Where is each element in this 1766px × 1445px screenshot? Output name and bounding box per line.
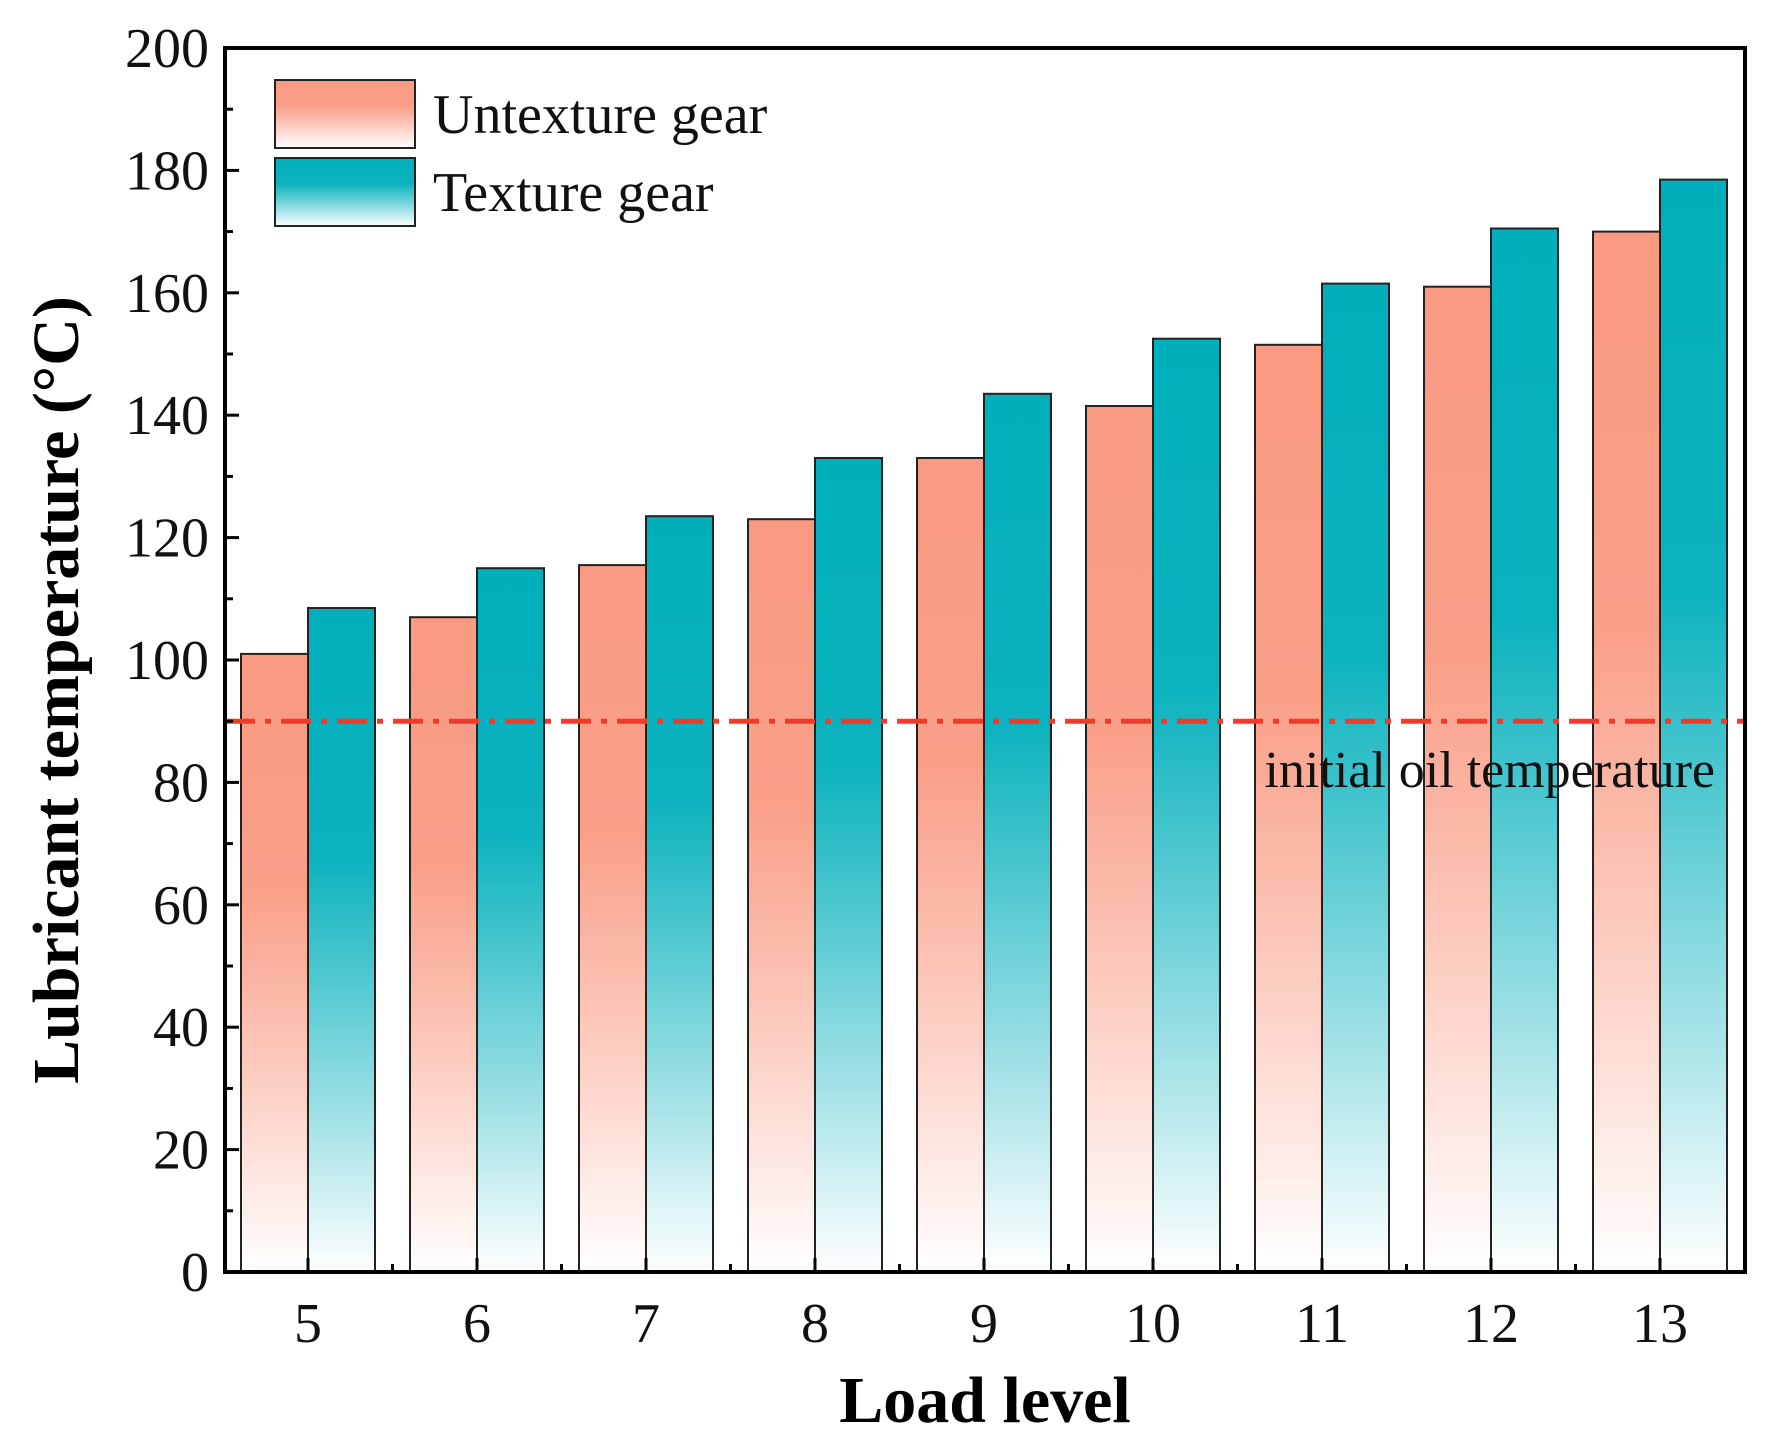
y-tick-label-120: 120 bbox=[125, 508, 209, 570]
bar-untexture-6 bbox=[409, 616, 478, 1273]
y-tick-label-140: 140 bbox=[125, 385, 209, 447]
bar-texture-8 bbox=[814, 457, 883, 1273]
bar-untexture-10 bbox=[1085, 405, 1154, 1273]
x-tick-label-8: 8 bbox=[801, 1293, 829, 1355]
bar-untexture-9 bbox=[916, 457, 985, 1273]
x-tick-label-10: 10 bbox=[1125, 1293, 1181, 1355]
x-tick-label-11: 11 bbox=[1295, 1293, 1349, 1355]
x-tick-label-5: 5 bbox=[294, 1293, 322, 1355]
x-tick-label-7: 7 bbox=[632, 1293, 660, 1355]
bar-untexture-13 bbox=[1592, 230, 1661, 1274]
x-tick-label-13: 13 bbox=[1632, 1293, 1688, 1355]
legend-swatch-untexture bbox=[274, 79, 416, 149]
bar-texture-11 bbox=[1321, 282, 1390, 1274]
bar-untexture-8 bbox=[747, 518, 816, 1273]
legend-label-untexture: Untexture gear bbox=[433, 84, 768, 146]
y-tick-label-80: 80 bbox=[153, 752, 209, 814]
legend: Untexture gear Texture gear bbox=[274, 79, 768, 227]
bars-layer bbox=[240, 178, 1728, 1274]
y-axis-title: Lubricant temperature (°C) bbox=[20, 296, 93, 1084]
bar-untexture-12 bbox=[1423, 285, 1492, 1273]
y-tick-label-40: 40 bbox=[153, 997, 209, 1059]
y-tick-label-180: 180 bbox=[125, 140, 209, 202]
legend-swatch-texture bbox=[274, 157, 416, 227]
x-tick-label-9: 9 bbox=[970, 1293, 998, 1355]
bar-texture-13 bbox=[1659, 178, 1728, 1274]
x-axis-title: Load level bbox=[839, 1364, 1131, 1437]
bar-texture-7 bbox=[645, 515, 714, 1273]
bar-untexture-5 bbox=[240, 652, 309, 1273]
x-tick-label-6: 6 bbox=[463, 1293, 491, 1355]
y-tick-label-60: 60 bbox=[153, 875, 209, 937]
bar-texture-12 bbox=[1490, 227, 1559, 1273]
legend-label-texture: Texture gear bbox=[433, 162, 714, 224]
bar-untexture-7 bbox=[578, 564, 647, 1273]
y-tick-label-0: 0 bbox=[181, 1242, 209, 1304]
y-tick-label-20: 20 bbox=[153, 1120, 209, 1182]
y-tick-label-100: 100 bbox=[125, 630, 209, 692]
bar-texture-10 bbox=[1152, 337, 1221, 1273]
bar-texture-5 bbox=[307, 607, 376, 1273]
y-tick-label-200: 200 bbox=[125, 18, 209, 80]
axes-layer: 0 20 40 60 80 100 120 140 160 180 200 5 6 7 8 9 10 11 12 13 bbox=[125, 18, 1747, 1355]
reference-line-label: initial oil temperature bbox=[1264, 742, 1715, 799]
y-tick-label-160: 160 bbox=[125, 263, 209, 325]
bar-texture-6 bbox=[476, 567, 545, 1273]
bar-untexture-11 bbox=[1254, 343, 1323, 1273]
x-tick-label-12: 12 bbox=[1463, 1293, 1519, 1355]
bar-texture-9 bbox=[983, 392, 1052, 1273]
